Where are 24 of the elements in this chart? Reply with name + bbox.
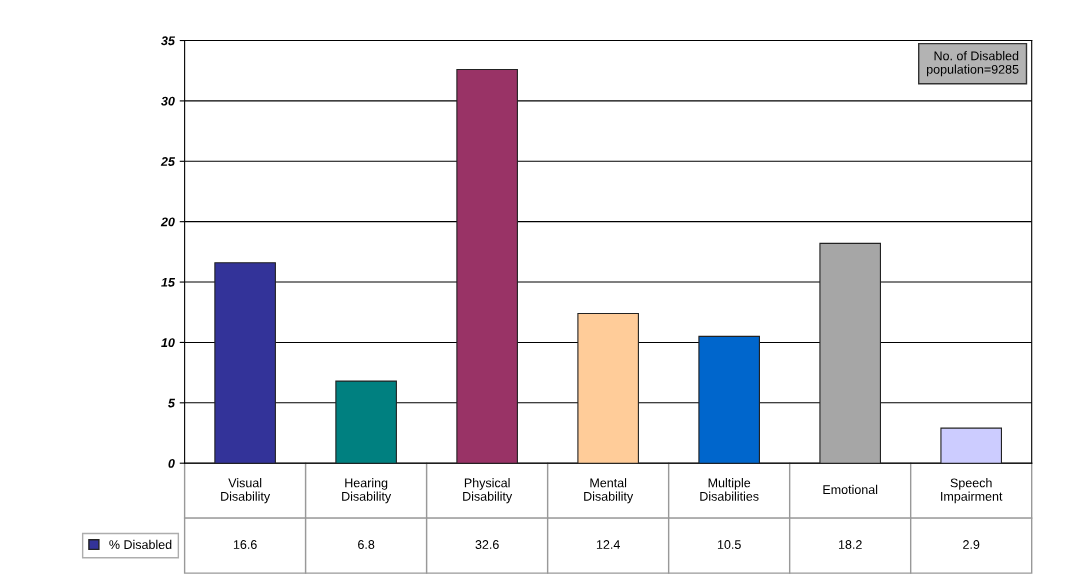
x-tick-label: Mental Disability [584, 478, 634, 504]
data-label: 18.2 [838, 540, 862, 549]
y-tick-label: 30 [161, 96, 175, 106]
y-tick-label: 10 [161, 338, 175, 348]
data-label: 16.6 [233, 540, 257, 549]
y-tick-label: 5 [168, 398, 176, 408]
x-tick-label: Visual Disability [221, 478, 271, 504]
data-label: 6.8 [358, 540, 375, 549]
data-label: 12.4 [596, 540, 620, 549]
x-tick-label: Physical Disability [463, 478, 513, 504]
y-tick-label: 15 [161, 277, 176, 287]
annotation: No. of Disabled population=9285 [927, 51, 1019, 77]
data-label: 2.9 [963, 540, 980, 549]
y-tick-label: 20 [160, 217, 175, 227]
x-tick-label: Multiple Disabilities [700, 478, 759, 501]
x-tick-label: Hearing Disability [342, 478, 392, 504]
legend-label: % Disabled [109, 539, 172, 550]
x-tick-label: Speech Impairment [941, 478, 1003, 504]
y-tick-label: 35 [161, 36, 176, 46]
y-tick-label: 25 [160, 157, 176, 166]
data-label: 32.6 [475, 540, 499, 549]
y-tick-label: 0 [168, 459, 175, 468]
x-tick-label: Emotional [823, 484, 878, 495]
data-label: 10.5 [717, 540, 741, 549]
